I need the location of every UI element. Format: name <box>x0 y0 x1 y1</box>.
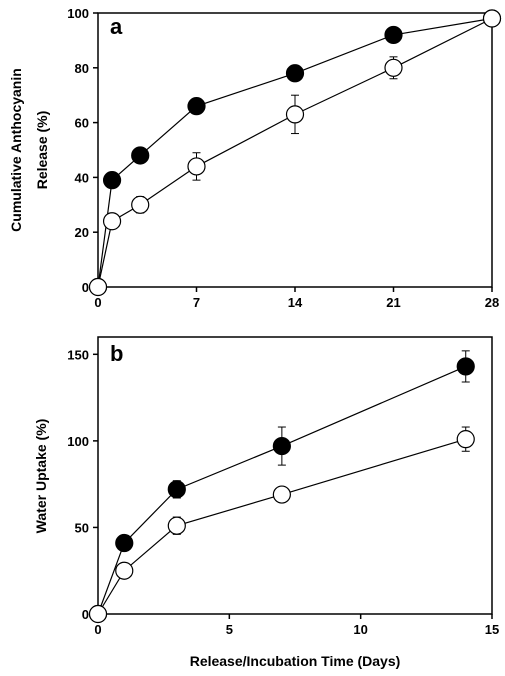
panel-a-letter: a <box>110 14 123 39</box>
panel-b-series-filled-point <box>115 533 134 553</box>
panel-b-plot-frame <box>97 336 493 615</box>
panel-b-x-tick-label: 0 <box>94 622 101 637</box>
panel-b-x-tick-label: 15 <box>485 622 499 637</box>
panel-a-y-tick-label: 100 <box>67 6 89 21</box>
panel-a-y-tick-label: 40 <box>75 170 89 185</box>
panel-b-y-tick-label: 0 <box>82 607 89 622</box>
panel-b-x-axis-title: Release/Incubation Time (Days) <box>190 653 401 669</box>
panel-a-series-open-line <box>97 17 493 288</box>
panel-a-y-axis-title-line-1: Cumulative Anthocyanin <box>8 68 24 232</box>
panel-a-x-tick-label: 14 <box>288 295 303 310</box>
panel-a-series-open-point <box>187 157 206 176</box>
panel-a-x-tick-label: 28 <box>485 295 499 310</box>
panel-b-series-open-point <box>88 604 108 624</box>
panel-b-series-filled-point <box>456 357 475 376</box>
panel-a-series-open-point <box>384 58 403 77</box>
panel-b-x-tick-label: 10 <box>353 622 367 637</box>
panel-a-y-tick-label: 80 <box>75 61 89 76</box>
panel-a-series-filled-point <box>102 171 122 190</box>
panel-a: a Cumulative Anthocyanin Release (%) 0 7 1… <box>8 6 502 310</box>
panel-a-series <box>88 9 502 297</box>
panel-b-series-open <box>88 426 475 624</box>
panel-a-y-tick-label: 20 <box>75 225 89 240</box>
panel-a-series-open-point <box>482 9 502 28</box>
panel-a-series-filled-point <box>187 97 206 116</box>
panel-a-x-tick-label: 7 <box>193 295 200 310</box>
panel-b-series <box>88 350 475 624</box>
panel-a-series-filled-line <box>97 17 493 288</box>
panel-b-series-open-point <box>115 561 134 580</box>
panel-a-x-tick-label: 21 <box>386 295 400 310</box>
panel-a-series-open-point <box>131 195 150 214</box>
panel-a-series-open-point <box>285 105 305 124</box>
panel-a-plot-frame <box>97 12 493 288</box>
panel-b-y-tick-label: 50 <box>75 520 89 535</box>
panel-a-series-filled <box>88 9 502 297</box>
panel-a-x-tick-label: 0 <box>94 295 101 310</box>
panel-a-series-filled-point <box>131 146 150 165</box>
panel-a-ticks: 0 7 14 21 28 0 20 40 60 80 100 <box>67 6 499 310</box>
panel-b-y-tick-label: 100 <box>67 434 89 449</box>
panel-b-series-open-point <box>167 516 186 535</box>
panel-b: b Water Uptake (%) Release/Incubation Ti… <box>33 336 499 669</box>
panel-a-series-filled-point <box>285 64 305 83</box>
panel-b-series-filled-point <box>167 480 186 499</box>
panel-a-y-tick-label: 0 <box>82 280 89 295</box>
panel-b-x-tick-label: 5 <box>226 622 233 637</box>
panel-b-series-open-point <box>456 430 475 449</box>
panel-b-series-filled-point <box>272 436 291 456</box>
panel-a-series-filled-point <box>384 25 403 45</box>
panel-b-y-tick-label: 150 <box>67 347 89 362</box>
panel-a-series-open-point <box>88 277 108 297</box>
panel-a-y-axis-title-line-2: Release (%) <box>34 111 50 190</box>
panel-b-y-axis-title: Water Uptake (%) <box>33 419 49 534</box>
panel-b-letter: b <box>110 341 123 366</box>
panel-b-series-open-point <box>272 485 291 504</box>
panel-a-series-open-point <box>102 212 122 231</box>
panel-a-series-open <box>88 9 502 297</box>
panel-a-y-tick-label: 60 <box>75 116 89 131</box>
